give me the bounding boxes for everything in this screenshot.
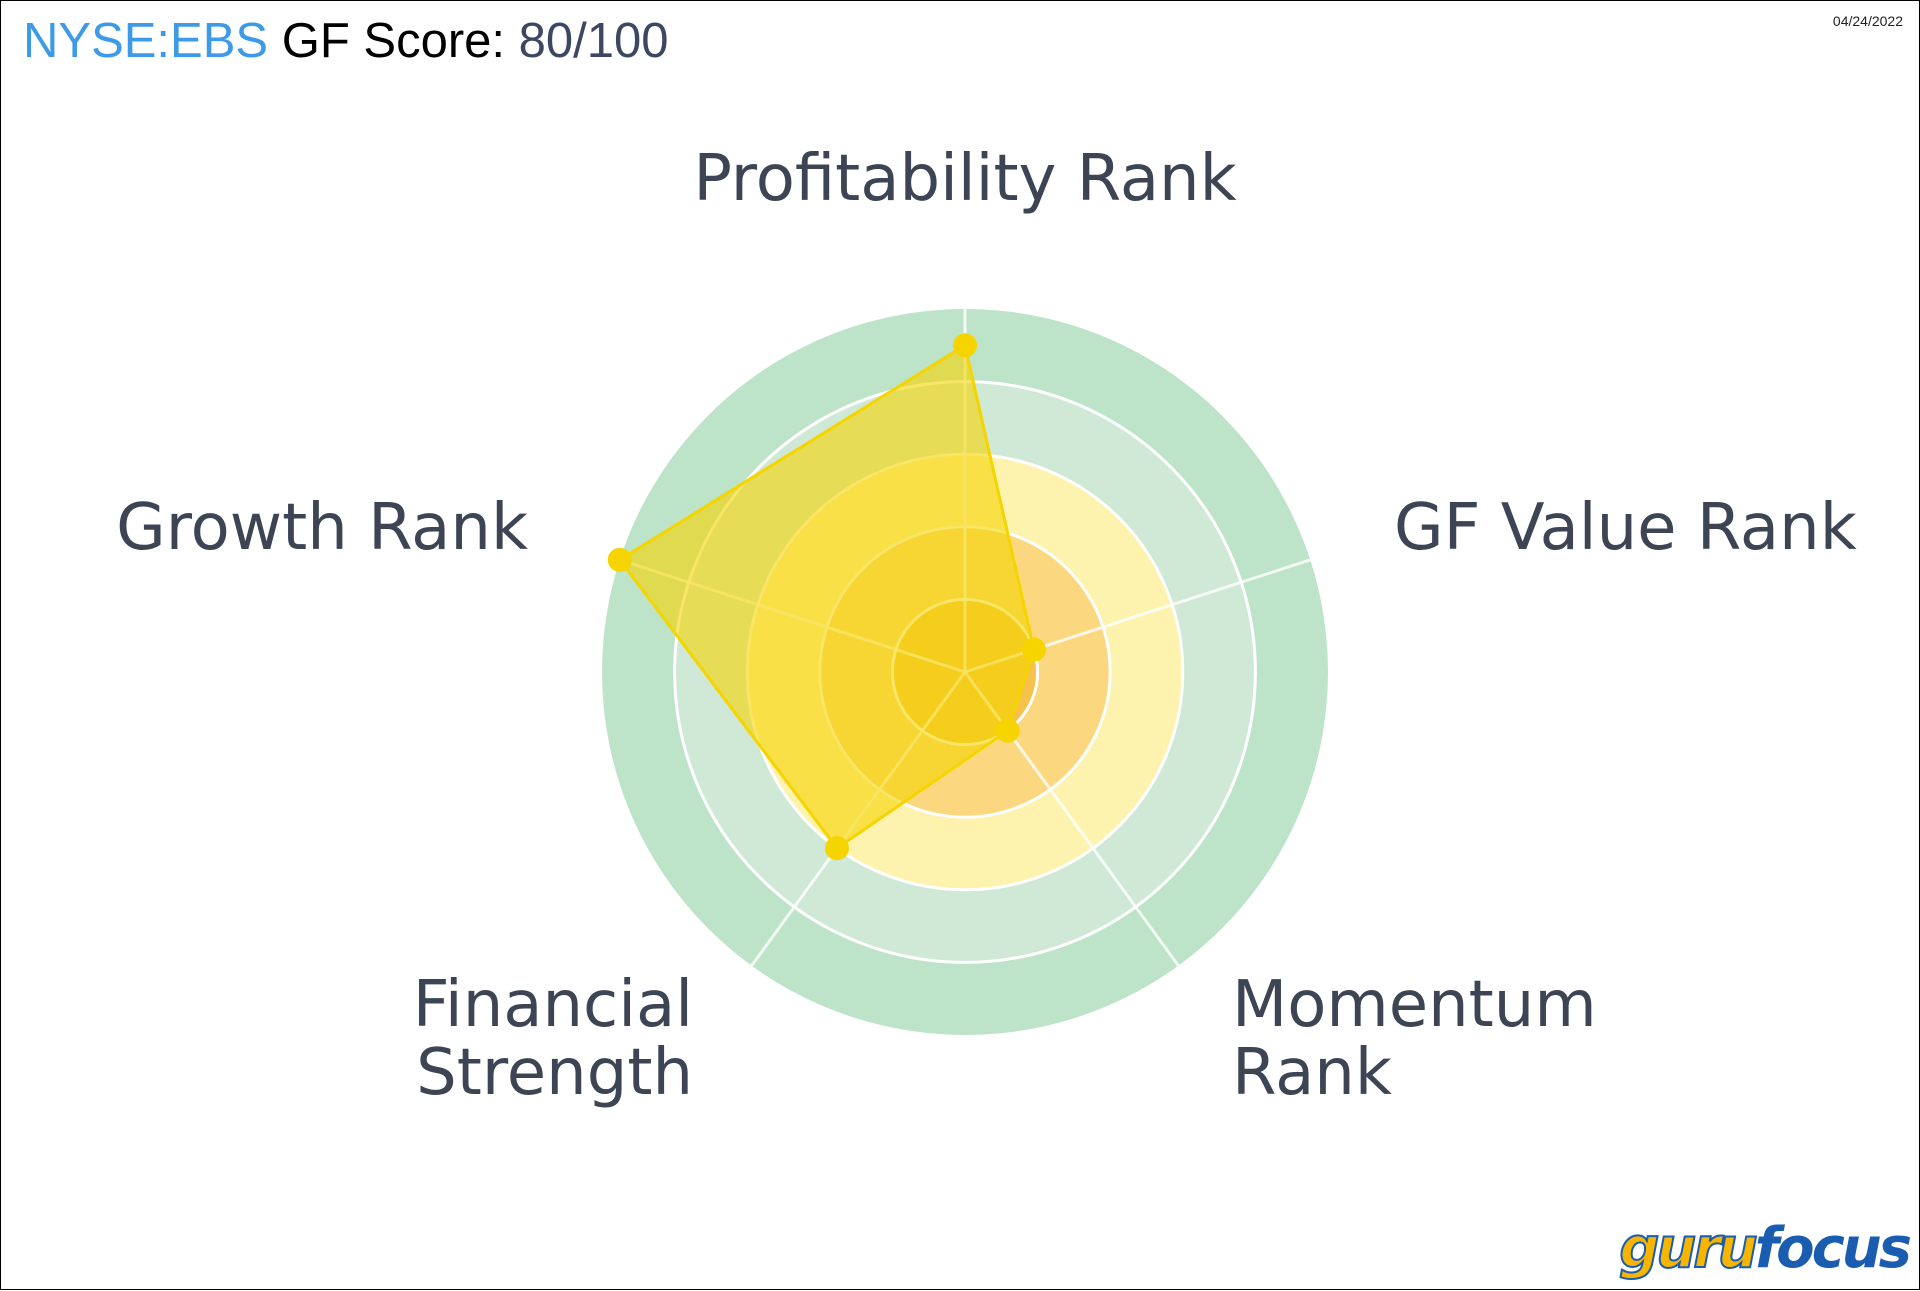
date: 04/24/2022 [1832, 13, 1903, 29]
logo: gurufocus [1618, 1215, 1912, 1282]
logo-part: guru [1618, 1215, 1758, 1282]
axis-label: GF Value Rank [1394, 491, 1857, 565]
score-label: GF Score: [281, 14, 506, 68]
radar-point [1022, 637, 1047, 662]
axis-label: Momentum Rank [1232, 968, 1597, 1110]
logo-part: focus [1754, 1216, 1912, 1281]
axis-label: Growth Rank [116, 491, 528, 565]
radar-point [607, 547, 632, 572]
header: NYSE:EBS GF Score: 80/100 [23, 13, 669, 69]
axis-label: Profitability Rank [693, 142, 1237, 216]
ticker[interactable]: NYSE:EBS [23, 14, 269, 68]
radar-point [824, 836, 849, 861]
radar-point [995, 718, 1020, 743]
axis-label: Financial Strength [412, 968, 693, 1110]
radar-area [617, 342, 1036, 851]
score: 80/100 [518, 14, 669, 68]
radar-point [953, 333, 977, 358]
